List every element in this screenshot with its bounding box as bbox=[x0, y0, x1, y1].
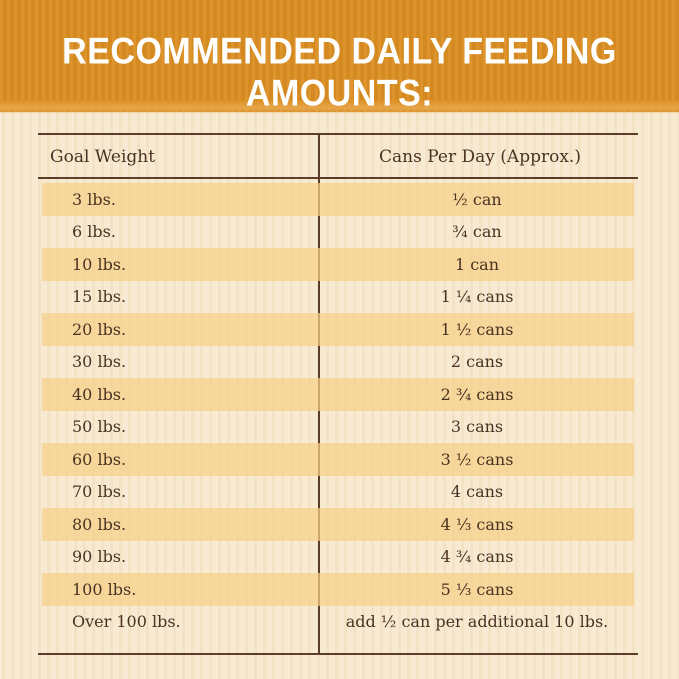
goal-weight-cell: 40 lbs. bbox=[72, 384, 127, 404]
cans-per-day-cell: 2 ¾ cans bbox=[440, 384, 514, 404]
table-row: 40 lbs. 2 ¾ cans bbox=[42, 378, 634, 411]
goal-weight-cell: 60 lbs. bbox=[72, 449, 127, 469]
table-row: 60 lbs. 3 ½ cans bbox=[42, 443, 634, 476]
goal-weight-cell: 6 lbs. bbox=[72, 222, 116, 242]
goal-weight-cell: 10 lbs. bbox=[72, 254, 127, 274]
table-row: 15 lbs. 1 ¼ cans bbox=[42, 281, 634, 314]
header-cans-per-day: Cans Per Day (Approx.) bbox=[379, 147, 581, 167]
goal-weight-cell: Over 100 lbs. bbox=[72, 612, 181, 632]
goal-weight-cell: 80 lbs. bbox=[72, 514, 127, 534]
table-row: 6 lbs. ¾ can bbox=[42, 216, 634, 249]
cans-per-day-cell: 4 ⅓ cans bbox=[440, 514, 514, 534]
table-bottom-rule bbox=[38, 653, 638, 655]
cans-per-day-cell: ¾ can bbox=[452, 222, 502, 242]
cans-per-day-cell: add ½ can per additional 10 lbs. bbox=[345, 612, 609, 632]
cans-per-day-cell: 4 ¾ cans bbox=[440, 547, 514, 567]
title-banner bbox=[0, 0, 679, 112]
table-row: 100 lbs. 5 ⅓ cans bbox=[42, 573, 634, 606]
table-row: 3 lbs. ½ can bbox=[42, 183, 634, 216]
table-row: 50 lbs. 3 cans bbox=[42, 411, 634, 444]
goal-weight-cell: 100 lbs. bbox=[72, 579, 137, 599]
cans-per-day-cell: 2 cans bbox=[450, 352, 504, 372]
goal-weight-cell: 70 lbs. bbox=[72, 482, 127, 502]
cans-per-day-cell: 1 ¼ cans bbox=[440, 287, 514, 307]
table-row: 20 lbs. 1 ½ cans bbox=[42, 313, 634, 346]
page-title: RECOMMENDED DAILY FEEDING AMOUNTS: bbox=[62, 30, 617, 115]
table-top-rule bbox=[38, 133, 638, 135]
table-row: 90 lbs. 4 ¾ cans bbox=[42, 541, 634, 574]
goal-weight-cell: 30 lbs. bbox=[72, 352, 127, 372]
goal-weight-cell: 3 lbs. bbox=[72, 189, 116, 209]
cans-per-day-cell: 1 ½ cans bbox=[440, 319, 514, 339]
cans-per-day-cell: 1 can bbox=[454, 254, 500, 274]
feeding-table-body: 3 lbs. ½ can 6 lbs. ¾ can 10 lbs. 1 can … bbox=[42, 183, 634, 638]
table-header-rule bbox=[38, 177, 638, 179]
table-row: 80 lbs. 4 ⅓ cans bbox=[42, 508, 634, 541]
table-row: 70 lbs. 4 cans bbox=[42, 476, 634, 509]
goal-weight-cell: 20 lbs. bbox=[72, 319, 127, 339]
banner-edge bbox=[0, 100, 679, 114]
cans-per-day-cell: 3 ½ cans bbox=[440, 449, 514, 469]
cans-per-day-cell: ½ can bbox=[452, 189, 502, 209]
goal-weight-cell: 15 lbs. bbox=[72, 287, 127, 307]
table-row: 10 lbs. 1 can bbox=[42, 248, 634, 281]
table-row: 30 lbs. 2 cans bbox=[42, 346, 634, 379]
cans-per-day-cell: 3 cans bbox=[450, 417, 504, 437]
table-row: Over 100 lbs. add ½ can per additional 1… bbox=[42, 606, 634, 639]
goal-weight-cell: 90 lbs. bbox=[72, 547, 127, 567]
goal-weight-cell: 50 lbs. bbox=[72, 417, 127, 437]
cans-per-day-cell: 5 ⅓ cans bbox=[440, 579, 514, 599]
header-goal-weight: Goal Weight bbox=[50, 147, 156, 167]
cans-per-day-cell: 4 cans bbox=[450, 482, 504, 502]
